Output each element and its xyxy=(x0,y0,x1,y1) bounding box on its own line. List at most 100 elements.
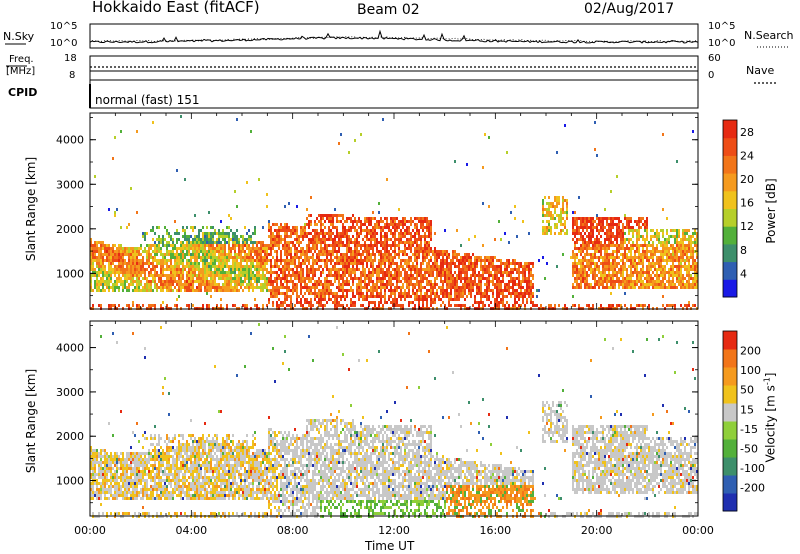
power-cell xyxy=(598,277,600,280)
power-cell xyxy=(464,280,466,283)
power-cell xyxy=(272,241,274,244)
power-cell xyxy=(198,241,200,244)
power-cell xyxy=(364,223,366,226)
power-cell xyxy=(404,235,406,238)
power-cell xyxy=(172,277,174,280)
power-cell xyxy=(358,253,360,256)
power-cell xyxy=(304,292,306,295)
power-cell xyxy=(442,265,444,268)
power-cell xyxy=(644,229,646,232)
power-cell xyxy=(364,220,366,223)
power-cell xyxy=(632,247,634,250)
power-cell xyxy=(152,250,154,253)
power-cell xyxy=(318,250,320,253)
power-cell xyxy=(304,298,306,301)
power-cell xyxy=(586,229,588,232)
power-cell xyxy=(342,283,344,286)
power-cell xyxy=(626,274,628,277)
power-cell xyxy=(364,217,366,220)
power-cell xyxy=(302,295,304,298)
power-cell xyxy=(368,289,370,292)
power-cell xyxy=(178,274,180,277)
power-cell xyxy=(596,238,598,241)
power-cell xyxy=(264,256,266,259)
power-cell xyxy=(196,262,198,265)
power-cell xyxy=(496,304,498,307)
power-cell xyxy=(316,295,318,298)
power-cell xyxy=(414,271,416,274)
power-cell xyxy=(526,292,528,295)
power-cell xyxy=(194,226,196,229)
power-cell xyxy=(448,286,450,289)
power-cell xyxy=(436,277,438,280)
power-cell xyxy=(256,259,258,262)
power-cell xyxy=(208,268,210,271)
power-cell xyxy=(420,295,422,298)
power-cell xyxy=(446,262,448,265)
power-cell xyxy=(338,280,340,283)
power-cell xyxy=(410,280,412,283)
power-cell xyxy=(278,244,280,247)
power-cell xyxy=(310,271,312,274)
power-cell xyxy=(320,214,322,217)
power-cell xyxy=(240,271,242,274)
power-cell xyxy=(596,226,598,229)
power-cell xyxy=(370,217,372,220)
power-cell xyxy=(502,301,504,304)
power-cell xyxy=(300,232,302,235)
power-cell xyxy=(436,256,438,259)
power-cell xyxy=(608,274,610,277)
power-cell xyxy=(212,274,214,277)
power-cell xyxy=(330,232,332,235)
power-cell xyxy=(592,274,594,277)
power-cell xyxy=(626,217,628,220)
power-cell xyxy=(364,277,366,280)
power-cell xyxy=(234,304,236,307)
power-cell xyxy=(290,274,292,277)
power-cell xyxy=(418,304,420,307)
power-cell xyxy=(148,247,150,250)
power-cell xyxy=(206,241,208,244)
power-cell xyxy=(614,286,616,289)
power-cell xyxy=(312,268,314,271)
power-cell xyxy=(574,229,576,232)
power-cell xyxy=(602,247,604,250)
power-cell xyxy=(280,259,282,262)
power-cell xyxy=(344,244,346,247)
power-cell xyxy=(248,250,250,253)
power-cell xyxy=(594,268,596,271)
power-cell xyxy=(138,289,140,292)
power-cell xyxy=(98,304,100,307)
power-cell xyxy=(460,256,462,259)
power-cell xyxy=(654,262,656,265)
power-cell xyxy=(638,250,640,253)
power-cell xyxy=(516,235,518,238)
power-cell xyxy=(378,268,380,271)
power-cell xyxy=(420,235,422,238)
power-cell xyxy=(564,226,566,229)
power-cell xyxy=(200,283,202,286)
power-cell xyxy=(512,286,514,289)
power-cell xyxy=(348,289,350,292)
power-cell xyxy=(332,238,334,241)
power-cell xyxy=(646,226,648,229)
power-cell xyxy=(360,274,362,277)
power-cell xyxy=(408,280,410,283)
power-cell xyxy=(104,283,106,286)
power-cell xyxy=(198,232,200,235)
power-cell xyxy=(290,268,292,271)
power-cell xyxy=(654,232,656,235)
power-cell xyxy=(592,262,594,265)
power-cell xyxy=(624,241,626,244)
power-cell xyxy=(112,157,114,160)
power-cell xyxy=(458,253,460,256)
power-cell xyxy=(416,226,418,229)
power-cell xyxy=(324,232,326,235)
power-cell xyxy=(594,271,596,274)
power-cell xyxy=(264,277,266,280)
power-cell xyxy=(244,286,246,289)
power-cell xyxy=(210,259,212,262)
power-cell xyxy=(582,280,584,283)
power-cell xyxy=(310,196,312,199)
power-cell xyxy=(266,259,268,262)
